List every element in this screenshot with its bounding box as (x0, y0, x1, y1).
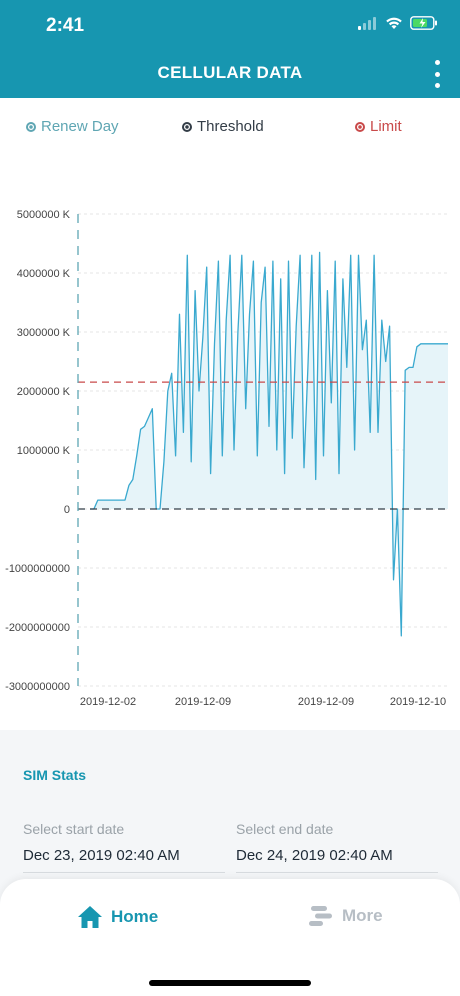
y-tick-label: -3000000000 (5, 681, 70, 693)
start-date-field[interactable]: Dec 23, 2019 02:40 AM (23, 847, 180, 864)
x-tick-label: 2019-12-02 (80, 696, 136, 708)
cellular-signal-icon (358, 16, 376, 30)
end-date-field[interactable]: Dec 24, 2019 02:40 AM (236, 847, 393, 864)
status-time: 2:41 (46, 15, 85, 36)
legend-renew-day[interactable]: Renew Day (26, 118, 119, 135)
home-indicator (149, 980, 311, 986)
legend-limit-label: Limit (370, 118, 402, 135)
chart-legend: Renew Day Threshold Limit (0, 118, 460, 138)
y-tick-label: -1000000000 (5, 563, 70, 575)
x-tick-label: 2019-12-09 (175, 696, 231, 708)
y-tick-label: 3000000 K (17, 327, 71, 339)
cellular-data-chart: 5000000 K 4000000 K 3000000 K 2000000 K 1000… (5, 209, 448, 708)
status-icons (358, 16, 438, 30)
y-tick-label: -2000000000 (5, 622, 70, 634)
x-tick-label: 2019-12-09 (298, 696, 354, 708)
y-tick-label: 1000000 K (17, 445, 71, 457)
threshold-marker-icon (182, 121, 192, 132)
end-date-underline (236, 872, 438, 873)
tab-more[interactable]: More (308, 905, 383, 927)
renew-day-marker-icon (26, 121, 36, 132)
sim-stats-title: SIM Stats (23, 767, 87, 783)
legend-threshold[interactable]: Threshold (182, 118, 264, 135)
y-tick-label: 5000000 K (17, 209, 71, 221)
tab-more-label: More (342, 906, 383, 925)
y-tick-label: 2000000 K (17, 386, 71, 398)
page-title: CELLULAR DATA (157, 63, 303, 82)
tab-home-label: Home (111, 907, 159, 926)
start-date-label: Select start date (23, 821, 125, 837)
tab-home[interactable]: Home (77, 905, 158, 929)
legend-renew-day-label: Renew Day (41, 118, 119, 135)
battery-charging-icon (410, 16, 437, 30)
end-date-label: Select end date (236, 821, 334, 837)
x-tick-label: 2019-12-10 (390, 696, 446, 708)
limit-marker-icon (355, 121, 365, 132)
wifi-icon (386, 17, 402, 29)
start-date-underline (23, 872, 225, 873)
usage-area (90, 252, 448, 636)
bottom-tab-bar: Home More (0, 879, 460, 996)
kebab-menu-icon[interactable] (428, 60, 446, 88)
more-icon (309, 906, 332, 926)
app-header: 2:41 CELLULAR DATA (0, 0, 460, 98)
home-icon (78, 906, 102, 928)
y-tick-label: 0 (64, 504, 70, 516)
y-tick-label: 4000000 K (17, 268, 71, 280)
legend-threshold-label: Threshold (197, 118, 264, 135)
legend-limit[interactable]: Limit (355, 118, 402, 135)
usage-line (90, 251, 448, 637)
